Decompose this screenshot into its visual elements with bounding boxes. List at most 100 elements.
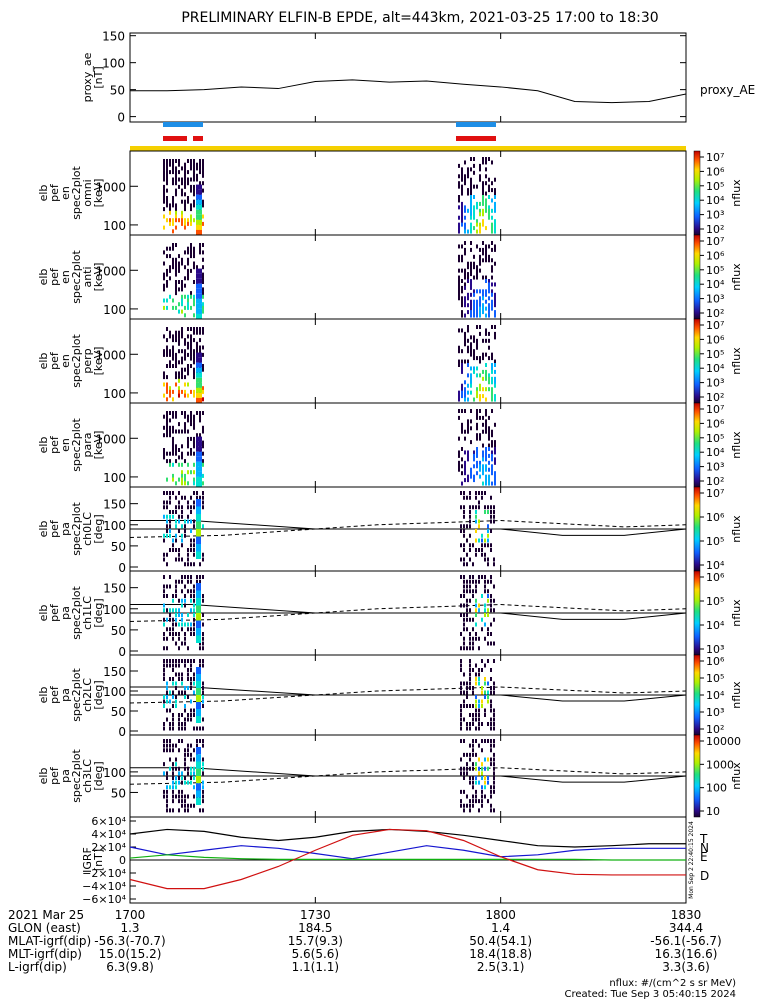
spectrogram-cell (491, 387, 493, 392)
spectrogram-cell (482, 387, 484, 392)
spectrogram-cell (488, 244, 490, 249)
spectrogram-cell (187, 181, 189, 186)
spectrogram-cell (476, 366, 478, 371)
spectrogram-cell (166, 386, 168, 391)
spectrogram-cell (475, 794, 477, 799)
spectrogram-cell (490, 579, 492, 584)
y-tick-label: 100 (103, 519, 126, 533)
spectrogram-cell (193, 672, 195, 677)
spectrogram-cell (184, 203, 186, 208)
spectrogram-cell (479, 433, 481, 438)
spectrogram-cell (187, 272, 189, 277)
spectrogram-cell (169, 677, 171, 681)
spectrogram-cell (178, 334, 180, 339)
spectrogram-cell (175, 659, 177, 663)
ephemeris-value: 15.0(15.2) (99, 947, 162, 961)
spectrogram-cell (461, 310, 463, 315)
spectrogram-cell (476, 205, 478, 210)
spectrogram-cell (461, 188, 463, 193)
spectrogram-cell (481, 794, 483, 799)
spectrogram-cell (476, 342, 478, 347)
spectrogram-cell (181, 495, 183, 500)
spectrogram-cell (487, 757, 489, 762)
spectrogram-cell (163, 352, 165, 357)
spectrogram-cell (184, 641, 186, 646)
spectrogram-cell (202, 690, 204, 695)
spectrogram-cell (470, 222, 472, 227)
spectrogram-cell (172, 766, 174, 771)
spectrogram-cell (193, 794, 195, 799)
spectrogram-cell (472, 739, 474, 743)
spectrogram-cell (467, 296, 469, 301)
spectrogram-cell (493, 659, 495, 663)
spectrogram-cell (464, 429, 466, 434)
spectrogram-cell (202, 411, 204, 415)
spectrogram-cell (166, 717, 168, 722)
y-axis-label: en (59, 354, 72, 368)
spectrogram-cell (172, 713, 174, 717)
spectrogram-cell (181, 677, 183, 681)
colorbar-tick-label: 10⁴ (706, 689, 725, 702)
spectrogram-cell (193, 552, 195, 557)
spectrogram-cell (184, 803, 186, 808)
spectrogram-cell (175, 757, 177, 762)
spectrogram-cell (181, 214, 183, 219)
spectrogram-cell (475, 519, 477, 524)
spectrogram-cell (479, 373, 481, 378)
spectrogram-cell (184, 218, 186, 223)
panel-frame-proxy-ae (129, 32, 687, 123)
spectrogram-cell (463, 789, 465, 794)
spectrogram-cell (169, 389, 171, 394)
spectrogram-cell (485, 226, 487, 231)
spectrogram-cell (458, 363, 460, 367)
spectrogram-cell (470, 265, 472, 270)
loss-cone-line (130, 604, 687, 620)
spectrogram-cell (488, 195, 490, 199)
spectrogram-cell (464, 342, 466, 347)
spectrogram-cell (187, 393, 189, 398)
spectrogram-cell (172, 743, 174, 748)
spectrogram-cell (466, 762, 468, 767)
spectrogram-cell (478, 722, 480, 726)
spectrogram-cell (184, 425, 186, 430)
spectrogram-cell (470, 181, 472, 186)
spectrogram-cell (193, 173, 195, 178)
spectrogram-cell (199, 250, 201, 255)
spectrogram-cell (181, 166, 183, 171)
spectrogram-cell (196, 506, 201, 514)
spectrogram-cell (488, 387, 490, 392)
spectrogram-cell (469, 598, 471, 603)
spectrogram-cell (461, 387, 463, 392)
spectrogram-cell (458, 292, 460, 297)
spectrogram-cell (184, 663, 186, 668)
spectrogram-cell (469, 617, 471, 622)
spectrogram-cell (166, 794, 168, 799)
colorbar-tick-label: 10⁵ (706, 432, 724, 445)
spectrogram-cell (482, 275, 484, 280)
spectrogram-cell (494, 331, 496, 336)
spectrogram-cell (163, 584, 165, 589)
spectrogram-cell (196, 327, 198, 331)
spectrogram-cell (461, 244, 463, 249)
spectrogram-cell (178, 218, 180, 223)
spectrogram-cell (458, 174, 460, 179)
spectrogram-cell (460, 668, 462, 672)
spectrogram-cell (463, 771, 465, 776)
spectrogram-cell (463, 641, 465, 646)
colorbar-tick-label: 10⁶ (706, 417, 725, 430)
spectrogram-cell (169, 170, 171, 175)
spectrogram-cell (473, 352, 475, 357)
spectrogram-cell (196, 598, 201, 606)
spectrogram-cell (193, 477, 195, 482)
spectrogram-cell (460, 717, 462, 722)
spectrogram-cell (487, 562, 489, 567)
spectrogram-cell (178, 177, 180, 182)
spectrogram-cell (196, 308, 202, 314)
spectrogram-cell (491, 394, 493, 399)
colorbar-tick-label: 10⁶ (706, 571, 725, 584)
y-tick-label: 150 (102, 30, 125, 44)
spectrogram-cell (490, 722, 492, 726)
spectrogram-cell (485, 275, 487, 280)
spectrogram-cell (476, 373, 478, 378)
spectrogram-cell (491, 299, 493, 304)
